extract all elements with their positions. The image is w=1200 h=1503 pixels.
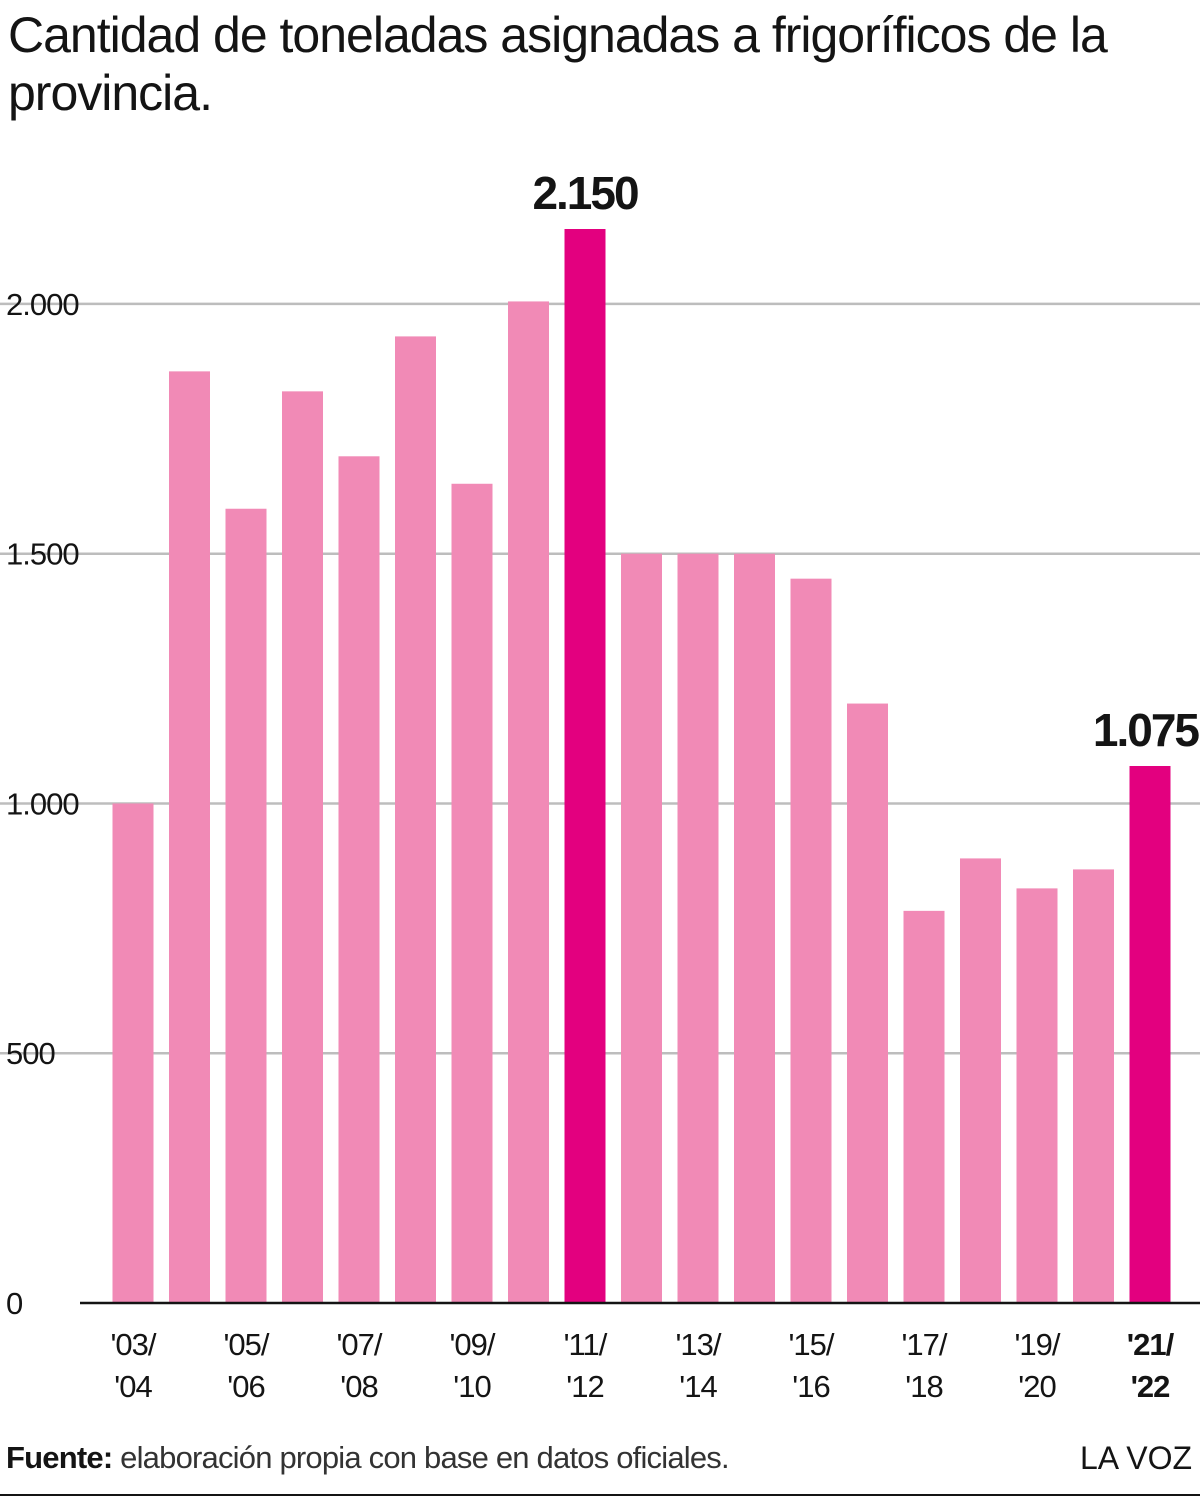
x-tick-label: '15/'16 — [788, 1327, 834, 1404]
y-tick-label: 500 — [6, 1036, 55, 1071]
bar — [790, 578, 832, 1303]
bar — [621, 553, 662, 1303]
source-label: Fuente: — [6, 1440, 113, 1475]
bar — [1016, 888, 1058, 1303]
bar — [1073, 869, 1114, 1303]
chart-title: Cantidad de toneladas asignadas a frigor… — [8, 7, 1108, 121]
bar — [960, 858, 1001, 1303]
y-tick-label: 1.500 — [6, 537, 79, 572]
data-label: 1.075 — [1093, 704, 1200, 756]
x-tick-label: '13/'14 — [675, 1327, 721, 1404]
bar — [734, 553, 775, 1303]
bar — [225, 508, 267, 1304]
bar — [395, 336, 436, 1303]
x-tick-label: '09/'10 — [449, 1327, 495, 1404]
y-tick-label: 2.000 — [6, 287, 79, 322]
bar — [169, 371, 210, 1303]
x-tick-label: '21/'22 — [1127, 1327, 1175, 1404]
y-tick-label: 1.000 — [6, 786, 79, 821]
bottom-rule — [0, 1494, 1200, 1496]
x-tick-label: '19/'20 — [1014, 1327, 1060, 1404]
x-tick-label: '17/'18 — [901, 1327, 947, 1404]
bar — [508, 301, 549, 1303]
highlighted-bar — [564, 229, 606, 1303]
bar — [282, 391, 323, 1303]
bar-chart: 0 500 1.000 1.500 2.000 '03/'04 '05/'06 '07/'08… — [0, 167, 1200, 1404]
bar — [903, 910, 945, 1303]
source-note: Fuente: elaboración propia con base en d… — [6, 1436, 730, 1480]
source-text: elaboración propia con base en datos ofi… — [112, 1440, 729, 1475]
x-tick-label: '05/'06 — [223, 1327, 269, 1404]
chart-footer: Fuente: elaboración propia con base en d… — [0, 1436, 1200, 1486]
bar — [338, 456, 380, 1304]
y-tick-label: 0 — [6, 1286, 23, 1321]
x-tick-label: '03/'04 — [110, 1327, 156, 1404]
brand-logo: LA VOZ — [1079, 1440, 1192, 1476]
bar — [112, 803, 154, 1303]
bar — [451, 483, 493, 1303]
highlighted-bar — [1129, 766, 1171, 1303]
data-label: 2.150 — [532, 167, 638, 219]
x-tick-label: '07/'08 — [336, 1327, 382, 1404]
bar — [847, 703, 888, 1303]
bar — [677, 553, 719, 1303]
x-tick-label: '11/'12 — [564, 1327, 608, 1404]
